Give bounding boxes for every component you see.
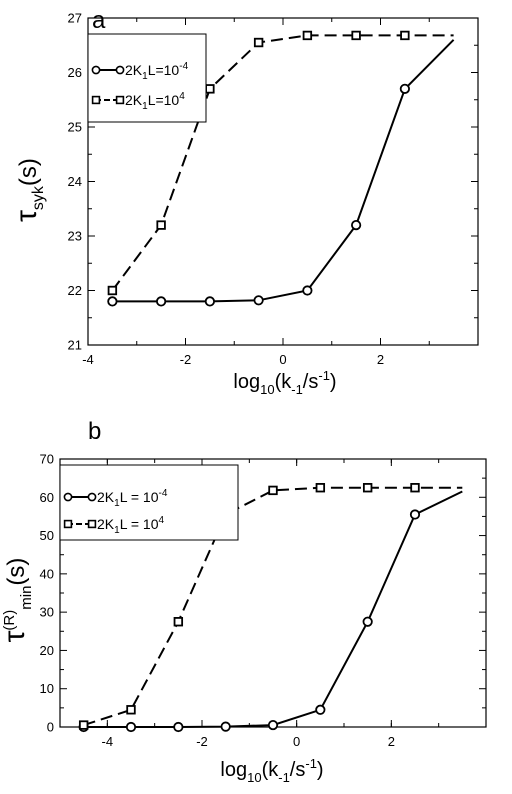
series-line-dashed xyxy=(83,486,463,727)
data-point-square xyxy=(302,30,313,41)
legend-marker-circle xyxy=(91,65,101,75)
data-point-square xyxy=(107,285,118,296)
y-tick-label: 70 xyxy=(40,452,54,467)
legend-box xyxy=(87,33,207,123)
legend-marker-circle xyxy=(115,65,125,75)
data-point-square xyxy=(156,220,166,230)
legend-label: 2K1L = 10-4 xyxy=(97,488,168,509)
data-point-circle xyxy=(267,719,279,731)
y-tick-label: 22 xyxy=(68,283,82,298)
data-point-square xyxy=(410,483,420,493)
data-point-circle xyxy=(107,296,118,307)
data-point-square xyxy=(78,720,89,730)
y-tick-label: 24 xyxy=(68,174,82,189)
data-point-square xyxy=(173,617,184,627)
data-point-square xyxy=(351,30,361,41)
data-point-square xyxy=(268,485,278,496)
panel-a: a -4 -2 0 2 21 22 23 24 25 26 27 log10(k-1/s-1) τsyk(… xyxy=(10,7,479,397)
x-tick-label: 2 xyxy=(377,352,384,367)
series-line-dashed xyxy=(111,34,454,292)
y-tick-label: 40 xyxy=(40,566,54,581)
data-point-circle xyxy=(125,721,137,733)
legend-label: 2K1L=10-4 xyxy=(125,61,189,82)
y-tick-label: 60 xyxy=(40,490,54,505)
data-point-circle xyxy=(362,616,373,627)
data-point-circle xyxy=(409,509,421,520)
x-tick-label: -4 xyxy=(82,352,94,367)
legend-marker-square xyxy=(91,95,101,105)
legend-label: 2K1L=104 xyxy=(125,91,185,112)
legend-marker-circle xyxy=(87,492,97,502)
data-point-square xyxy=(126,705,136,715)
data-point-circle xyxy=(399,83,410,94)
data-point-circle xyxy=(220,721,231,732)
y-tick-label: 0 xyxy=(47,720,54,735)
data-point-square xyxy=(205,84,215,94)
y-tick-label: 10 xyxy=(40,681,54,696)
legend-box xyxy=(59,464,239,541)
panel-label: b xyxy=(88,418,101,445)
y-tick-label: 21 xyxy=(68,338,82,353)
y-tick-label: 25 xyxy=(68,120,82,135)
legend-marker-circle xyxy=(63,492,73,502)
data-point-circle xyxy=(156,296,167,307)
data-point-circle xyxy=(173,721,184,733)
data-point-square xyxy=(362,483,373,493)
data-point-square xyxy=(400,30,410,41)
legend-label: 2K1L = 104 xyxy=(97,515,164,536)
y-axis-title: τsyk(s) xyxy=(10,158,47,222)
data-point-circle xyxy=(302,285,313,296)
y-tick-label: 23 xyxy=(68,229,82,244)
x-tick-label: 0 xyxy=(293,734,300,749)
legend: 2K1L=10-4 2K1L=104 xyxy=(87,33,207,123)
panel-b: b-4 -2 0 2010203040506070log10(k-1/s-1)τ(R)… xyxy=(0,418,487,785)
x-axis-title: log10(k-1/s-1) xyxy=(220,756,323,785)
legend: 2K1L = 10-4 2K1L = 104 xyxy=(59,464,239,541)
x-tick-label: 2 xyxy=(388,734,395,749)
data-point-circle xyxy=(351,220,362,231)
legend-marker-square xyxy=(87,519,97,529)
series-line-solid xyxy=(112,39,455,303)
data-point-square xyxy=(253,37,264,48)
data-point-square xyxy=(315,483,326,493)
legend-marker-square xyxy=(63,519,73,529)
panel-label: a xyxy=(92,7,106,34)
y-tick-label: 20 xyxy=(40,643,54,658)
y-tick-label: 27 xyxy=(68,11,82,26)
x-tick-label: -2 xyxy=(196,734,208,749)
x-tick-label: -2 xyxy=(180,352,192,367)
data-point-circle xyxy=(315,704,326,715)
x-tick-label: -4 xyxy=(102,734,114,749)
y-tick-label: 30 xyxy=(40,605,54,620)
x-tick-label: 0 xyxy=(279,352,286,367)
data-point-circle xyxy=(204,296,215,307)
y-tick-label: 26 xyxy=(68,65,82,80)
data-point-circle xyxy=(253,295,264,306)
y-tick-label: 50 xyxy=(40,528,54,543)
x-axis-title: log10(k-1/s-1) xyxy=(233,368,336,397)
y-axis-title: τ(R)min(s) xyxy=(0,558,35,643)
legend-marker-square xyxy=(115,95,125,105)
